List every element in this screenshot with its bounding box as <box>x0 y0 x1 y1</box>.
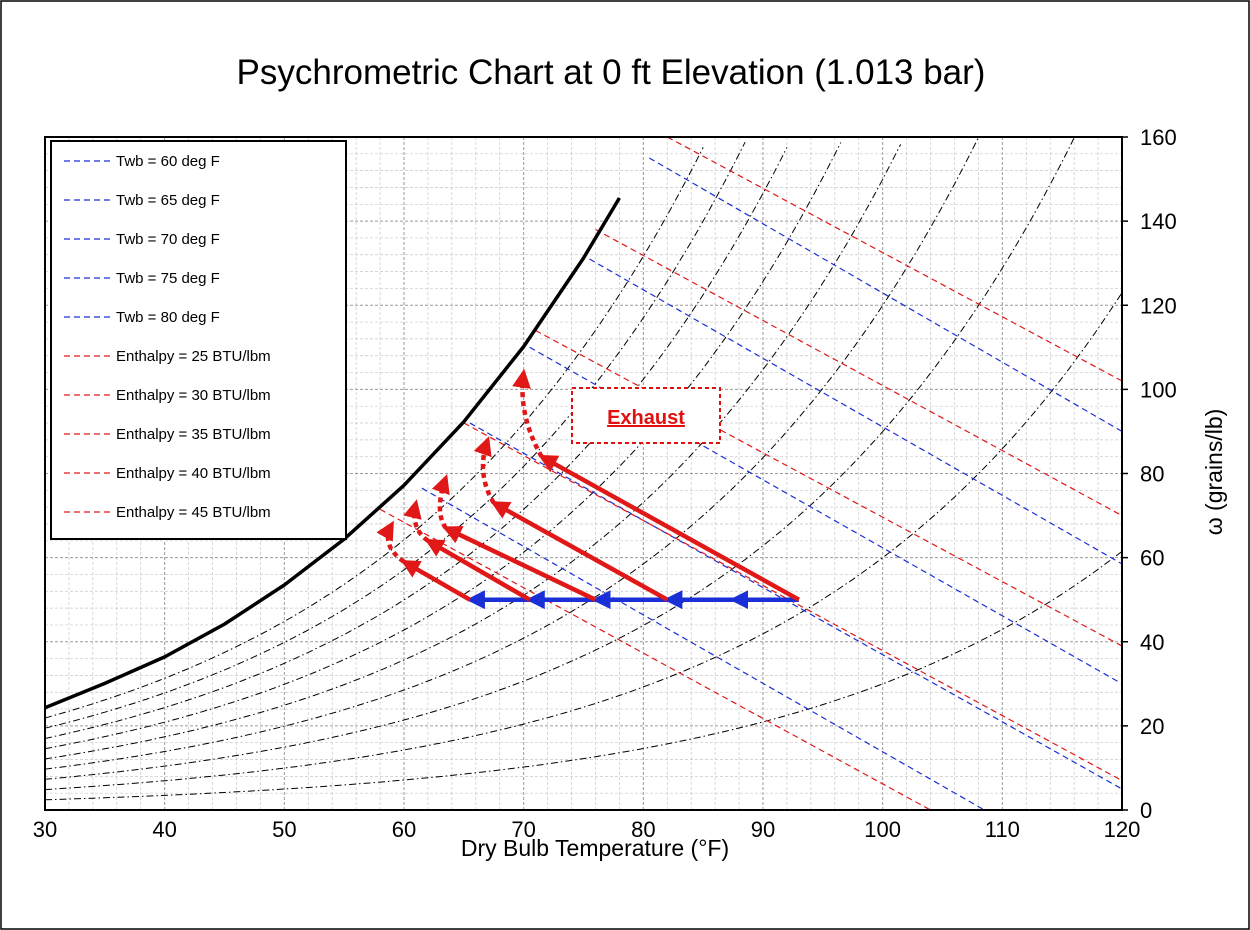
evaporative-cooling-arrow <box>400 559 471 602</box>
humidification-arrow <box>431 474 450 530</box>
y-tick-label: 120 <box>1140 293 1177 318</box>
wetbulb-line <box>421 487 985 811</box>
y-tick-label: 60 <box>1140 546 1164 571</box>
legend-entry-label: Twb = 60 deg F <box>116 153 220 170</box>
rh-line <box>44 551 1123 801</box>
x-axis-ticks: 30 40 50 60 70 80 90 100 110 120 <box>33 817 1141 842</box>
humidification-arrow <box>403 499 430 543</box>
chart-title: Psychrometric Chart at 0 ft Elevation (1… <box>237 53 986 92</box>
evaporative-cooling-arrow <box>424 538 531 602</box>
enthalpy-line <box>667 136 1123 382</box>
legend-entry-label: Enthalpy = 30 BTU/lbm <box>116 387 271 404</box>
rh-line <box>44 292 1123 791</box>
legend-entry-label: Twb = 70 deg F <box>116 231 220 248</box>
y-tick-label: 40 <box>1140 630 1164 655</box>
legend-box <box>50 140 347 540</box>
x-tick-label: 90 <box>751 817 775 842</box>
y-tick-label: 100 <box>1140 377 1177 402</box>
evaporative-cooling-arrow <box>538 454 800 602</box>
x-tick-label: 100 <box>864 817 901 842</box>
legend-entry-label: Enthalpy = 25 BTU/lbm <box>116 348 271 365</box>
exhaust-annotation-box <box>571 387 721 444</box>
exhaust-annotation: Exhaust <box>571 387 721 444</box>
x-tick-label: 70 <box>511 817 535 842</box>
humidification-arrow <box>512 368 544 458</box>
x-tick-label: 120 <box>1104 817 1141 842</box>
legend-entry-label: Twb = 75 deg F <box>116 270 220 287</box>
y-tick-label: 0 <box>1140 798 1152 823</box>
rh-line <box>44 144 902 760</box>
x-tick-label: 40 <box>152 817 176 842</box>
x-tick-label: 60 <box>392 817 416 842</box>
legend-entry-label: Twb = 80 deg F <box>116 309 220 326</box>
y-tick-label: 20 <box>1140 714 1164 739</box>
x-tick-label: 110 <box>985 817 1020 842</box>
y-axis-ticks: 0 20 40 60 80 100 120 140 160 <box>1122 125 1177 823</box>
evaporative-cooling-arrow <box>442 526 597 602</box>
legend-entry-label: Enthalpy = 45 BTU/lbm <box>116 504 271 521</box>
wetbulb-line <box>589 258 1123 565</box>
rh-line <box>44 137 1075 780</box>
x-axis-label: Dry Bulb Temperature (°F) <box>461 835 729 861</box>
wetbulb-line <box>648 157 1123 432</box>
y-tick-label: 80 <box>1140 462 1164 487</box>
rh-line <box>44 142 842 750</box>
enthalpy-line <box>379 508 931 811</box>
legend-entry-label: Twb = 65 deg F <box>116 192 220 209</box>
legend-entry-label: Enthalpy = 40 BTU/lbm <box>116 465 271 482</box>
x-tick-label: 30 <box>33 817 57 842</box>
rh-line <box>44 147 704 719</box>
legend: Twb = 60 deg F Twb = 65 deg F Twb = 70 deg… <box>50 140 347 540</box>
x-tick-label: 80 <box>631 817 655 842</box>
humidification-arrow <box>376 520 406 564</box>
evaporative-cooling-arrow <box>490 500 669 602</box>
y-axis-label: ω (grains/lb) <box>1201 409 1227 536</box>
y-tick-label: 160 <box>1140 125 1177 150</box>
process-arrows <box>376 368 800 610</box>
wetbulb-line <box>469 422 1123 790</box>
rh-line <box>44 141 746 729</box>
relative-humidity-lines <box>44 137 1123 801</box>
x-tick-label: 50 <box>272 817 296 842</box>
rh-line <box>44 137 979 770</box>
legend-entry-label: Enthalpy = 35 BTU/lbm <box>116 426 271 443</box>
exhaust-annotation-text: Exhaust <box>607 407 685 429</box>
y-tick-label: 140 <box>1140 209 1177 234</box>
enthalpy-line <box>535 329 1123 647</box>
